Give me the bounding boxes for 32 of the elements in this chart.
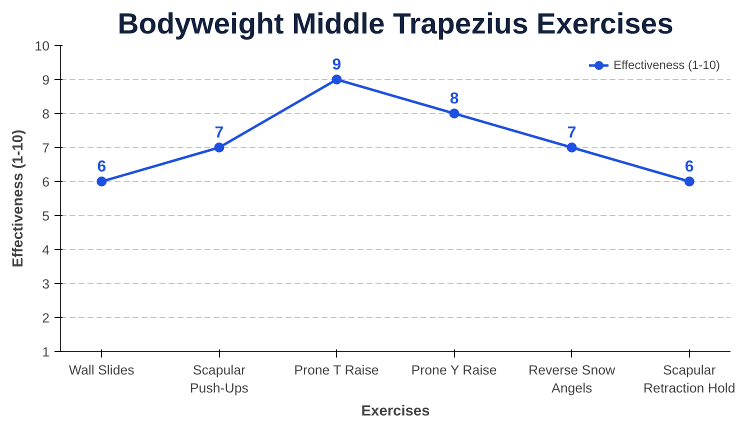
y-tick-label: 3 <box>42 276 50 292</box>
y-tick-label: 6 <box>42 174 50 190</box>
y-tick-label: 8 <box>42 106 50 122</box>
data-label: 6 <box>97 158 106 176</box>
point <box>96 176 107 186</box>
x-tick-label: Scapular Retraction Hold <box>643 362 736 396</box>
y-tick-label: 4 <box>42 242 50 258</box>
y-tick-label: 9 <box>42 72 50 88</box>
point <box>449 108 460 118</box>
y-tick-label: 1 <box>42 344 50 360</box>
point <box>332 74 342 84</box>
y-tick-label: 5 <box>42 208 50 224</box>
y-tick-label: 10 <box>34 38 50 54</box>
point <box>214 142 224 152</box>
point <box>684 176 694 186</box>
data-label: 6 <box>684 158 694 176</box>
legend-label: Effectiveness (1-10) <box>614 58 720 72</box>
x-tick-label: Scapular Push-Ups <box>190 362 249 396</box>
chart-title: Bodyweight Middle Trapezius Exercises <box>118 8 674 40</box>
x-tick-label: Wall Slides <box>68 362 135 378</box>
data-label: 7 <box>214 124 224 142</box>
x-tick-label: Reverse Snow Angels <box>528 362 616 396</box>
y-tick-label: 2 <box>42 310 50 326</box>
data-label: 7 <box>567 124 576 142</box>
y-tick-label: 7 <box>42 140 50 156</box>
data-label: 8 <box>450 90 459 108</box>
x-tick-label: Prone T Raise <box>294 362 379 378</box>
x-axis-title: Exercises <box>361 404 430 420</box>
x-tick-label: Prone Y Raise <box>411 362 497 378</box>
y-axis-title: Effectiveness (1-10) <box>10 130 27 268</box>
data-label: 9 <box>332 56 342 74</box>
point <box>566 142 577 152</box>
